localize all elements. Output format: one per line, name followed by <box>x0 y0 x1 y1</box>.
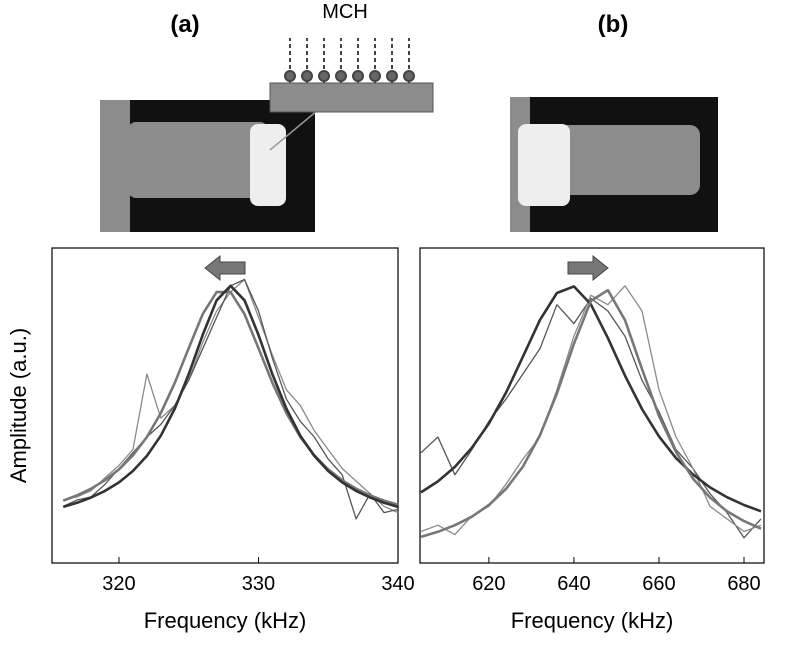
x-tick-label: 680 <box>727 573 760 595</box>
x-tick-label: 330 <box>242 573 275 595</box>
y-axis-label: Amplitude (a.u.) <box>6 328 31 483</box>
series-line <box>420 285 762 513</box>
x-tick-label: 660 <box>642 573 675 595</box>
plot-frame <box>419 247 765 564</box>
series-line <box>62 290 399 506</box>
panel-label: (b) <box>598 11 629 38</box>
series-line <box>420 288 762 539</box>
series-line <box>63 278 399 514</box>
x-tick-label: 640 <box>557 573 590 595</box>
x-axis-label: Frequency (kHz) <box>511 608 674 633</box>
series-line <box>420 297 762 539</box>
x-tick-label: 620 <box>472 573 505 595</box>
micrograph-a <box>100 100 319 232</box>
series-line <box>62 284 399 509</box>
mch-illustration <box>269 38 434 113</box>
micrograph-b <box>510 97 718 232</box>
plot-frame <box>51 247 399 564</box>
annotation: MCH <box>322 1 368 23</box>
panel-label: (a) <box>170 11 199 38</box>
x-tick-label: 320 <box>102 573 135 595</box>
shift-arrow-right <box>567 254 609 282</box>
x-tick-label: 340 <box>381 573 414 595</box>
shift-arrow-left <box>204 254 246 282</box>
x-axis-label: Frequency (kHz) <box>144 608 307 633</box>
